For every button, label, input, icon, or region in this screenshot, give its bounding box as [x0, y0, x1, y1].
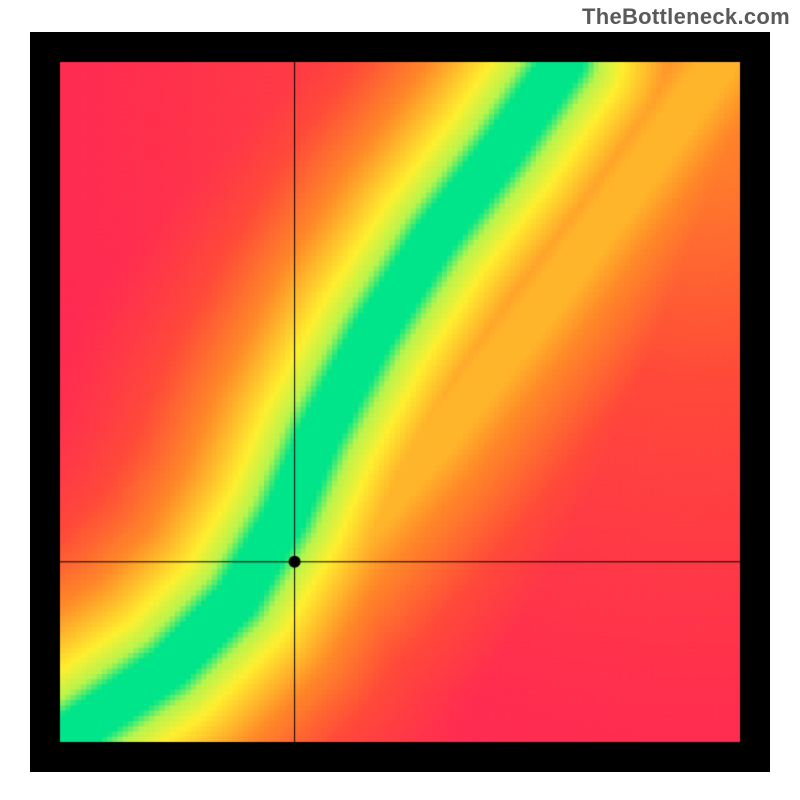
chart-container: TheBottleneck.com [0, 0, 800, 800]
watermark-text: TheBottleneck.com [582, 4, 790, 30]
heatmap-canvas [30, 32, 770, 772]
heatmap-plot [30, 32, 770, 772]
